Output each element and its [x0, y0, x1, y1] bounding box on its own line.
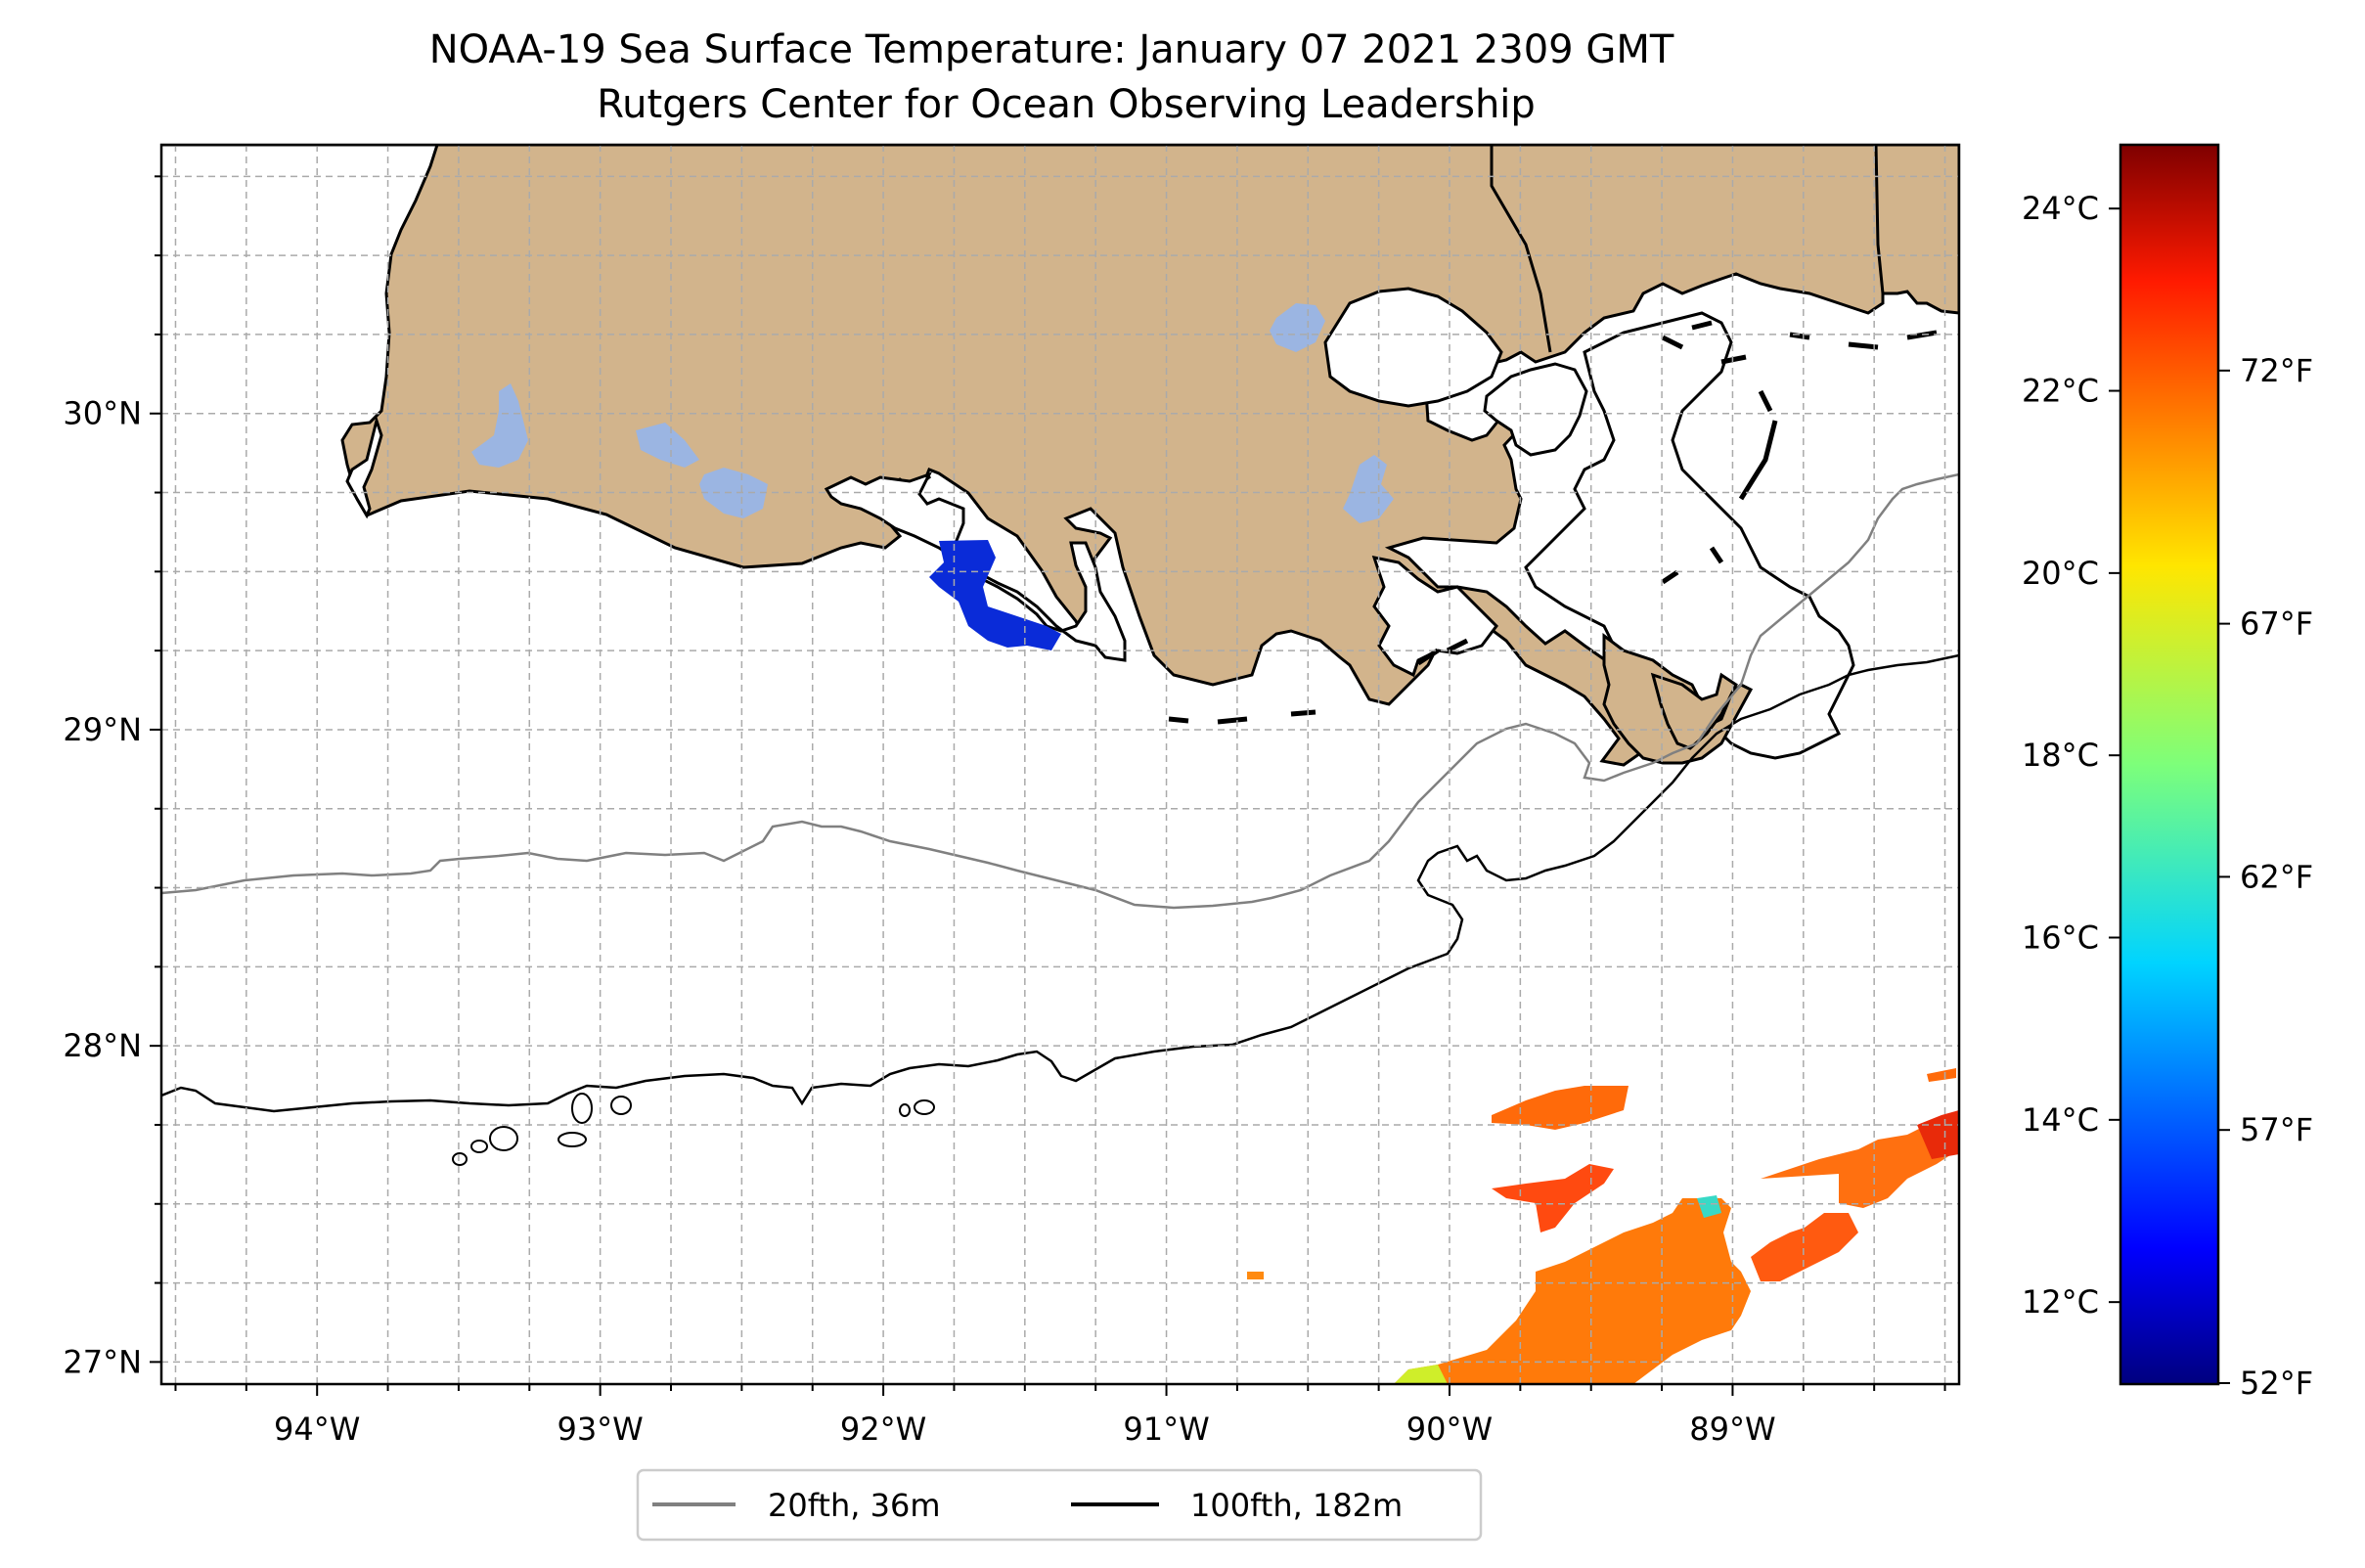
bay-barataria: [1524, 311, 1855, 760]
colorbar-c-label: 24°C: [2022, 190, 2099, 227]
latitude-tick-labels: 27°N 28°N 29°N 30°N: [63, 395, 142, 1381]
colorbar-c-label: 12°C: [2022, 1283, 2099, 1321]
map-subtitle: Rutgers Center for Ocean Observing Leade…: [597, 82, 1536, 127]
lake-borgne: [1483, 362, 1588, 457]
lake-grand: [636, 423, 699, 468]
sst-patch-north: [1492, 1086, 1629, 1130]
lake-pontchartrain: [1323, 287, 1503, 408]
colorbar-f-label: 52°F: [2240, 1365, 2313, 1402]
colorbar-c-label: 18°C: [2022, 737, 2099, 774]
longitude-tick-labels: 94°W 93°W 92°W 91°W 90°W 89°W: [274, 1411, 1776, 1448]
colorbar-fahrenheit-ticks: 72°F 67°F 62°F 57°F 52°F: [2218, 352, 2313, 1402]
legend-label-20fth: 20fth, 36m: [768, 1487, 940, 1524]
map-area: [161, 145, 1959, 1384]
sst-patch-east-south: [1751, 1213, 1858, 1281]
sst-patch-main: [1394, 1198, 1751, 1384]
bay-terrebonne: [1371, 556, 1498, 678]
colorbar-f-label: 72°F: [2240, 352, 2313, 389]
seafloor-features: [452, 1093, 935, 1166]
colorbar-f-label: 57°F: [2240, 1111, 2313, 1148]
lon-tick-label: 89°W: [1689, 1411, 1775, 1448]
map-title: NOAA-19 Sea Surface Temperature: January…: [429, 27, 1674, 72]
colorbar: 24°C 22°C 20°C 18°C 16°C 14°C 12°C 72°F 67°F 62°…: [2022, 143, 2313, 1402]
lat-tick-label: 30°N: [63, 395, 142, 432]
sst-patch-east-hot: [1917, 1110, 1959, 1159]
barrier-islands: [1168, 320, 1938, 725]
colorbar-gradient: [2119, 143, 2220, 1386]
colorbar-f-label: 62°F: [2240, 858, 2313, 895]
sst-patch-small-2: [1927, 1068, 1956, 1082]
land-mass: [161, 145, 1959, 767]
lon-tick-label: 93°W: [557, 1411, 643, 1448]
colorbar-celsius-ticks: 24°C 22°C 20°C 18°C 16°C 14°C 12°C: [2022, 190, 2120, 1321]
lat-tick-label: 27°N: [63, 1343, 142, 1380]
lon-tick-label: 90°W: [1406, 1411, 1493, 1448]
map-axis-ticks: [150, 175, 1946, 1396]
sst-data: [929, 540, 1959, 1384]
legend-label-100fth: 100fth, 182m: [1190, 1487, 1403, 1524]
sst-patch-mid: [1492, 1164, 1614, 1232]
colorbar-c-label: 14°C: [2022, 1101, 2099, 1139]
colorbar-c-label: 22°C: [2022, 373, 2099, 410]
lon-tick-label: 94°W: [274, 1411, 360, 1448]
map-gridlines: [161, 145, 1959, 1384]
contour-20fth: [161, 472, 1959, 910]
sst-patch-cyan: [1697, 1195, 1721, 1218]
lat-tick-label: 28°N: [63, 1027, 142, 1064]
bay-west: [345, 415, 383, 519]
lake-maurepas: [1270, 303, 1325, 352]
colorbar-c-label: 16°C: [2022, 919, 2099, 957]
contour-legend: 20fth, 36m 100fth, 182m: [636, 1468, 1483, 1542]
lake-calcasieu: [471, 383, 528, 468]
state-boundary-east: [1874, 145, 1885, 294]
sst-patch-coastal-cold: [929, 540, 1061, 650]
lon-tick-label: 91°W: [1123, 1411, 1209, 1448]
lat-tick-label: 29°N: [63, 711, 142, 748]
sst-patch-main-green: [1394, 1365, 1448, 1384]
river-delta-tip: [1650, 672, 1738, 750]
legend-box: [636, 1468, 1483, 1542]
map-frame: [159, 143, 1961, 1386]
colorbar-f-label: 67°F: [2240, 605, 2313, 643]
state-boundary: [1490, 145, 1552, 353]
sst-patch-east: [1761, 1110, 1959, 1208]
lake-white: [699, 468, 768, 518]
lake-verret: [1343, 455, 1394, 523]
colorbar-c-label: 20°C: [2022, 555, 2099, 592]
sst-patch-small: [1247, 1272, 1264, 1279]
lon-tick-label: 92°W: [840, 1411, 926, 1448]
